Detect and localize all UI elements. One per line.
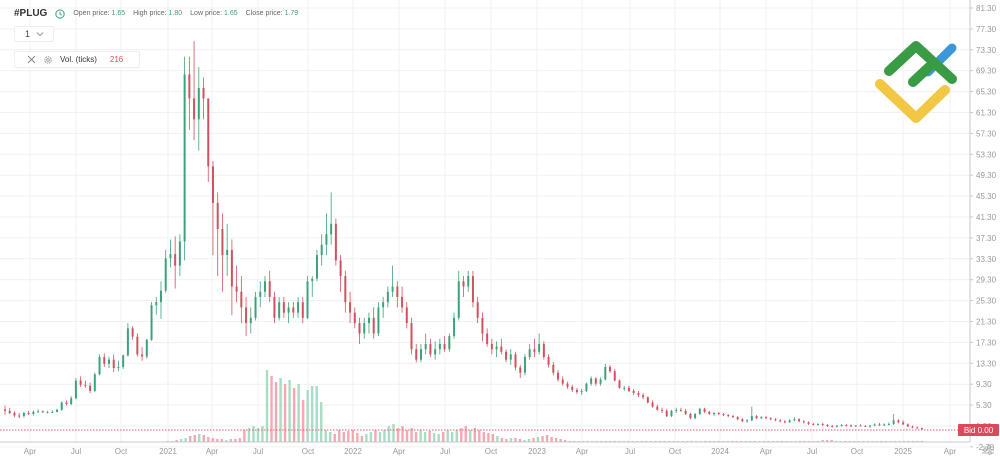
open-price-value: 1.65 bbox=[111, 10, 126, 17]
low-price-value: 1.65 bbox=[224, 10, 238, 17]
price-tick-label: 29.30 bbox=[976, 276, 997, 285]
candlesticks bbox=[4, 40, 923, 430]
time-tick-label: Jul bbox=[807, 447, 817, 456]
time-axis[interactable]: Apr Jul Oct 2021 Apr Jul Oct 2022 Apr Jul Oct 2023 A… bbox=[24, 447, 957, 456]
price-tick-label: 45.30 bbox=[976, 192, 997, 201]
indicator-name: Vol. (ticks) bbox=[60, 55, 97, 64]
time-tick-label: Apr bbox=[944, 447, 957, 456]
price-tick-label: 65.30 bbox=[976, 88, 997, 97]
time-tick-label: 2024 bbox=[711, 447, 729, 456]
price-tick-label: 33.30 bbox=[976, 255, 997, 264]
time-tick-label: Jul bbox=[253, 447, 263, 456]
price-tick-label: 61.30 bbox=[976, 109, 997, 118]
time-tick-label: 2023 bbox=[528, 447, 546, 456]
price-tick-label: 21.30 bbox=[976, 318, 997, 327]
price-tick-label: 57.30 bbox=[976, 129, 997, 138]
volume-bars bbox=[166, 370, 924, 442]
volume-indicator-legend: Vol. (ticks) 216 bbox=[14, 51, 140, 68]
litefinance-logo bbox=[875, 41, 957, 123]
grid-lines bbox=[0, 0, 970, 448]
price-tick-label: 73.30 bbox=[976, 46, 997, 55]
price-tick-label: 49.30 bbox=[976, 171, 997, 180]
time-tick-label: Apr bbox=[576, 447, 589, 456]
time-tick-label: Oct bbox=[302, 447, 315, 456]
price-tick-label: 69.30 bbox=[976, 67, 997, 76]
time-tick-label: 2022 bbox=[344, 447, 362, 456]
price-tick-label: 5.30 bbox=[976, 401, 992, 410]
time-tick-label: Oct bbox=[669, 447, 682, 456]
low-price-label: Low price: bbox=[190, 10, 223, 17]
time-tick-label: Apr bbox=[393, 447, 406, 456]
logo-green-stroke bbox=[884, 41, 957, 84]
interval-selector[interactable]: 1 bbox=[14, 26, 54, 42]
price-axis[interactable]: 81.30 77.30 73.30 69.30 65.30 61.30 57.30 53.30… bbox=[970, 4, 997, 452]
time-tick-label: Oct bbox=[115, 447, 128, 456]
time-tick-label: Oct bbox=[485, 447, 498, 456]
time-tick-label: Oct bbox=[851, 447, 864, 456]
time-tick-label: Apr bbox=[206, 447, 219, 456]
axis-settings-icon[interactable] bbox=[980, 444, 996, 456]
time-tick-label: 2025 bbox=[894, 447, 912, 456]
logo-yellow-stroke bbox=[875, 79, 950, 123]
bid-price-label: Bid 0.00 bbox=[958, 424, 999, 436]
high-price: High price: 1.80 bbox=[133, 10, 182, 17]
price-tick-label: 53.30 bbox=[976, 150, 997, 159]
price-tick-label: 13.30 bbox=[976, 359, 997, 368]
chevron-down-icon bbox=[36, 32, 44, 37]
gear-icon[interactable] bbox=[43, 55, 53, 65]
open-price-label: Open price: bbox=[73, 10, 110, 17]
logo-green-inner bbox=[908, 62, 934, 87]
open-price: Open price: 1.65 bbox=[73, 10, 125, 17]
close-price: Close price: 1.79 bbox=[246, 10, 299, 17]
symbol-name[interactable]: #PLUG bbox=[14, 8, 48, 19]
time-tick-label: Jul bbox=[440, 447, 450, 456]
time-tick-label: Apr bbox=[24, 447, 37, 456]
interval-value: 1 bbox=[25, 29, 31, 39]
high-price-label: High price: bbox=[133, 10, 167, 17]
indicator-value: 216 bbox=[109, 55, 124, 64]
price-tick-label: 25.30 bbox=[976, 297, 997, 306]
close-price-label: Close price: bbox=[245, 10, 283, 17]
time-tick-label: Apr bbox=[760, 447, 773, 456]
clock-icon[interactable] bbox=[55, 8, 66, 19]
price-tick-label: 81.30 bbox=[976, 4, 997, 13]
close-icon[interactable] bbox=[27, 55, 36, 64]
low-price: Low price: 1.65 bbox=[190, 10, 237, 17]
price-tick-label: 9.30 bbox=[976, 380, 992, 389]
time-tick-label: Jul bbox=[625, 447, 635, 456]
time-tick-label: 2021 bbox=[159, 447, 177, 456]
time-tick-label: Jul bbox=[71, 447, 81, 456]
close-price-value: 1.79 bbox=[284, 10, 299, 17]
price-tick-label: 41.30 bbox=[976, 213, 997, 222]
price-tick-label: 77.30 bbox=[976, 25, 997, 34]
price-tick-label: 17.30 bbox=[976, 338, 997, 347]
price-tick-label: 37.30 bbox=[976, 234, 997, 243]
high-price-value: 1.80 bbox=[168, 10, 183, 17]
chart-header: #PLUG Open price: 1.65 High price: 1.80 … bbox=[14, 8, 298, 19]
